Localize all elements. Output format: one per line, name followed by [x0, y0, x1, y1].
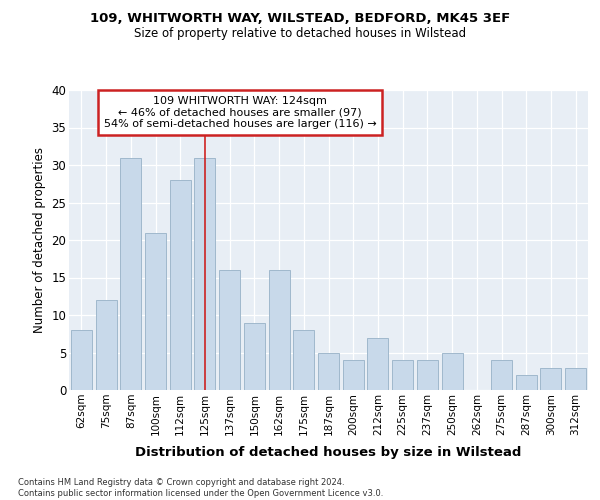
Y-axis label: Number of detached properties: Number of detached properties: [33, 147, 46, 333]
Bar: [516, 375, 537, 390]
Bar: [71, 330, 92, 390]
Bar: [442, 352, 463, 390]
Bar: [343, 360, 364, 390]
Text: 109, WHITWORTH WAY, WILSTEAD, BEDFORD, MK45 3EF: 109, WHITWORTH WAY, WILSTEAD, BEDFORD, M…: [90, 12, 510, 26]
Bar: [293, 330, 314, 390]
Text: 109 WHITWORTH WAY: 124sqm
← 46% of detached houses are smaller (97)
54% of semi-: 109 WHITWORTH WAY: 124sqm ← 46% of detac…: [104, 96, 377, 129]
Bar: [491, 360, 512, 390]
Bar: [170, 180, 191, 390]
Bar: [194, 158, 215, 390]
Text: Contains HM Land Registry data © Crown copyright and database right 2024.
Contai: Contains HM Land Registry data © Crown c…: [18, 478, 383, 498]
Bar: [95, 300, 116, 390]
Bar: [269, 270, 290, 390]
Bar: [318, 352, 339, 390]
Bar: [120, 158, 141, 390]
Bar: [145, 232, 166, 390]
Bar: [219, 270, 240, 390]
Bar: [367, 338, 388, 390]
Bar: [541, 368, 562, 390]
Text: Size of property relative to detached houses in Wilstead: Size of property relative to detached ho…: [134, 28, 466, 40]
X-axis label: Distribution of detached houses by size in Wilstead: Distribution of detached houses by size …: [136, 446, 521, 459]
Bar: [565, 368, 586, 390]
Bar: [244, 322, 265, 390]
Bar: [417, 360, 438, 390]
Bar: [392, 360, 413, 390]
